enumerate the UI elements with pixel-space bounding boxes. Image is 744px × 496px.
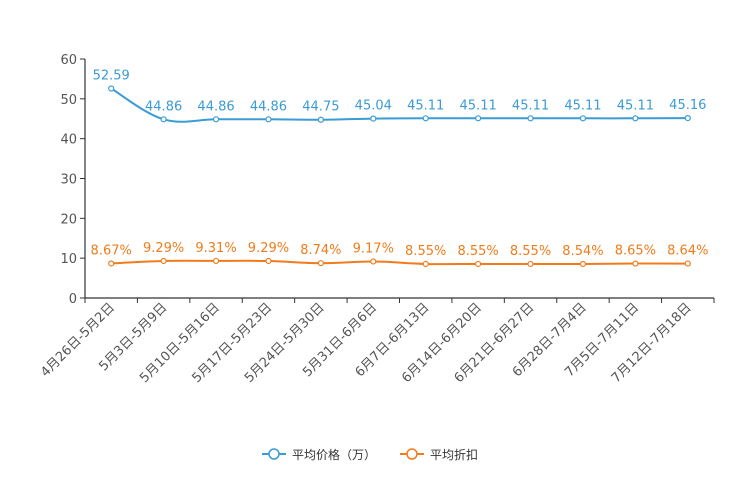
legend-item-avg-price[interactable]: 平均价格（万） [262,447,376,462]
data-label: 9.17% [353,241,394,256]
data-label: 45.11 [512,98,549,113]
legend-label: 平均折扣 [430,447,478,462]
data-point[interactable] [370,115,377,122]
data-label: 8.64% [667,244,708,259]
series-line [111,259,688,266]
series-line [110,87,688,123]
y-tick-label: 50 [60,93,77,108]
data-label: 44.86 [197,99,234,114]
x-axis: 4月26日-5月2日5月3日-5月9日5月10日-5月16日5月17日-5月23… [38,297,715,386]
data-point[interactable] [160,257,167,265]
series-avg-discount: 8.67% 9.29% 9.31% 9.29% 8.74% 9.17% 8.55% 8.55%… [91,241,708,268]
data-label: 44.86 [250,99,287,114]
data-point[interactable] [475,115,482,122]
data-label: 9.31% [195,241,236,256]
data-label: 8.55% [405,244,446,259]
data-point[interactable] [212,257,220,265]
data-label: 45.11 [617,98,654,113]
legend-marker-icon [268,448,280,460]
data-label: 8.55% [510,244,551,259]
y-tick-label: 30 [60,173,77,188]
data-point[interactable] [108,260,115,267]
data-label: 45.16 [669,98,706,113]
data-label: 45.11 [407,98,444,113]
y-tick-label: 60 [60,53,77,68]
data-point[interactable] [684,115,691,122]
data-label: 8.74% [300,243,341,258]
y-tick-label: 0 [69,292,77,307]
data-point[interactable] [317,116,324,123]
y-tick-label: 10 [60,252,77,267]
data-point[interactable] [370,258,377,265]
data-label: 44.86 [145,99,182,114]
data-point[interactable] [684,260,691,267]
data-point[interactable] [579,260,587,268]
data-point[interactable] [212,116,220,123]
data-label: 8.65% [615,244,656,259]
data-label: 44.75 [302,100,339,115]
data-point[interactable] [265,116,272,123]
legend-item-avg-discount[interactable]: 平均折扣 [400,447,478,462]
data-label: 8.55% [457,244,498,259]
data-point[interactable] [579,115,587,122]
data-point[interactable] [422,260,429,268]
data-label: 52.59 [93,69,130,84]
data-point[interactable] [317,260,324,267]
data-point[interactable] [475,260,482,268]
series-avg-price: 52.59 44.86 44.86 44.86 44.75 45.04 45.11 45.11… [93,69,706,123]
data-label: 8.67% [91,243,132,258]
y-tick-label: 40 [60,133,77,148]
data-label: 9.29% [248,241,289,256]
data-label: 8.54% [562,244,603,259]
series-area: 52.59 44.86 44.86 44.86 44.75 45.04 45.11 45.11… [91,69,708,268]
data-point[interactable] [527,260,534,268]
data-point[interactable] [160,116,167,123]
y-tick-label: 20 [60,212,77,227]
data-point[interactable] [527,115,534,122]
data-label: 45.04 [355,99,392,114]
data-label: 45.11 [460,98,497,113]
data-label: 45.11 [564,98,601,113]
data-point[interactable] [632,115,639,122]
legend-label: 平均价格（万） [292,447,376,462]
data-label: 9.29% [143,241,184,256]
data-point[interactable] [265,257,272,265]
y-axis: 0 10 20 30 40 50 60 [60,53,86,307]
legend[interactable]: 平均价格（万） 平均折扣 [262,447,478,462]
data-point[interactable] [422,115,429,122]
data-point[interactable] [108,85,115,92]
data-point[interactable] [632,260,639,267]
legend-marker-icon [406,448,418,460]
